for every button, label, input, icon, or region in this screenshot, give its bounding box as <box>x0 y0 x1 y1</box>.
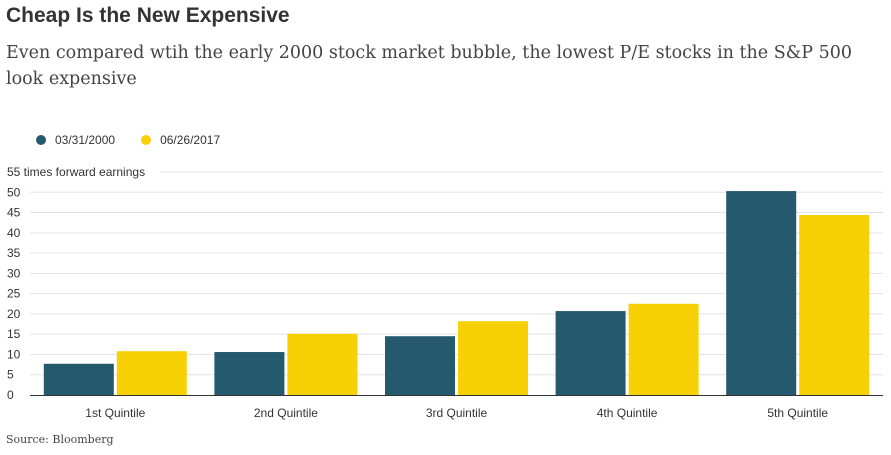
bar-1-4 <box>555 311 626 395</box>
bar-1-3 <box>385 336 455 395</box>
bar-2-2 <box>287 333 358 395</box>
x-tick-label: 3rd Quintile <box>426 406 488 420</box>
y-tick-label: 15 <box>7 327 21 341</box>
source-note: Source: Bloomberg <box>6 433 114 446</box>
bar-2-3 <box>458 321 528 395</box>
legend-dot-series-1 <box>36 135 46 145</box>
y-tick-label: 5 <box>7 368 14 382</box>
bar-1-1 <box>43 363 114 395</box>
bar-1-5 <box>726 191 797 395</box>
y-tick-label: 50 <box>7 185 21 199</box>
y-tick-label: 10 <box>7 347 21 361</box>
chart-legend: 03/31/2000 06/26/2017 <box>36 132 246 148</box>
bar-2-4 <box>628 303 699 395</box>
y-tick-label: 30 <box>7 266 21 280</box>
y-axis-ticks: 0 5 10 15 20 25 30 35 40 45 50 <box>7 185 21 402</box>
x-tick-label: 2nd Quintile <box>254 406 318 420</box>
y-tick-label: 0 <box>7 388 14 402</box>
legend-label-series-1: 03/31/2000 <box>55 133 116 147</box>
y-tick-label: 35 <box>7 246 21 260</box>
legend-item-series-2: 06/26/2017 <box>141 133 220 147</box>
x-axis-ticks: 1st Quintile 2nd Quintile 3rd Quintile 4th … <box>85 406 828 420</box>
x-tick-label: 5th Quintile <box>767 406 828 420</box>
chart-subtitle: Even compared wtih the early 2000 stock … <box>6 43 853 89</box>
legend-item-series-1: 03/31/2000 <box>36 133 115 147</box>
chart-title: Cheap Is the New Expensive <box>6 4 290 27</box>
legend-label-series-2: 06/26/2017 <box>160 133 221 147</box>
x-tick-label: 4th Quintile <box>597 406 658 420</box>
y-tick-label: 40 <box>7 226 21 240</box>
bar-2-5 <box>799 214 870 395</box>
y-tick-label: 20 <box>7 307 21 321</box>
y-tick-label: 25 <box>7 287 21 301</box>
x-tick-label: 1st Quintile <box>85 406 145 420</box>
legend-dot-series-2 <box>141 135 152 145</box>
chart-bars <box>43 191 870 395</box>
bar-2-1 <box>116 351 187 395</box>
y-tick-label: 45 <box>7 206 21 220</box>
y-axis-label: 55 times forward earnings <box>7 165 145 179</box>
bar-1-2 <box>214 352 285 395</box>
